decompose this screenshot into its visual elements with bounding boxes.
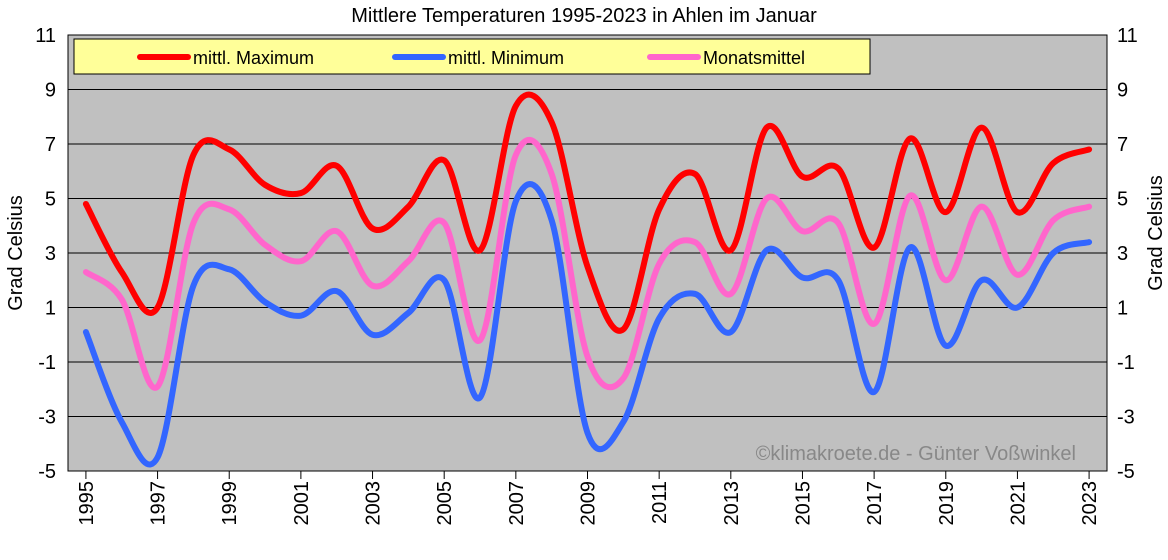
x-tick-label: 2021: [1007, 481, 1029, 526]
chart-title: Mittlere Temperaturen 1995-2023 in Ahlen…: [351, 5, 817, 27]
line: [82, 91, 1093, 334]
y-tick-label: 7: [45, 134, 56, 156]
x-tick-label: 2007: [506, 481, 528, 526]
legend-label: mittl. Maximum: [193, 48, 314, 68]
y-tick-label: 3: [45, 243, 56, 265]
x-tick-label: 2023: [1079, 481, 1101, 526]
x-tick-label: 2009: [578, 481, 600, 526]
x-tick-label: 2003: [363, 481, 385, 526]
y2-tick-label: 9: [1117, 80, 1128, 102]
legend-label: Monatsmittel: [703, 48, 805, 68]
y-tick-label: -1: [38, 352, 56, 374]
y2-tick-label: 5: [1117, 189, 1128, 211]
line: [82, 181, 1093, 468]
watermark: ©klimakroete.de - Günter Voßwinkel: [756, 443, 1076, 465]
y-tick-label: 9: [45, 80, 56, 102]
y-tick-label: 5: [45, 189, 56, 211]
x-tick-label: 2011: [649, 481, 671, 524]
line: [82, 136, 1093, 391]
y-tick-label: -5: [38, 461, 56, 483]
y2-tick-label: -5: [1117, 461, 1135, 483]
y-tick-label: 11: [35, 25, 56, 47]
x-tick-label: 2013: [721, 481, 743, 526]
y-tick-label: -3: [38, 407, 56, 429]
y-tick-label: 1: [45, 298, 56, 320]
x-tick-label: 2005: [434, 481, 456, 526]
y2-tick-label: 11: [1117, 25, 1138, 47]
x-tick-label: 2015: [792, 481, 814, 526]
y2-tick-label: -1: [1117, 352, 1135, 374]
x-tick-label: 2019: [936, 481, 958, 526]
x-tick-label: 1999: [219, 481, 241, 526]
x-tick-label: 2001: [291, 481, 313, 526]
y2-axis-label: Grad Celsius: [1145, 175, 1167, 291]
legend-label: mittl. Minimum: [448, 48, 564, 68]
x-tick-label: 1997: [148, 481, 170, 526]
y-axis-label: Grad Celsius: [5, 195, 27, 311]
x-tick-label: 1995: [76, 481, 98, 526]
y2-tick-label: 3: [1117, 243, 1128, 265]
y2-tick-label: -3: [1117, 407, 1135, 429]
x-tick-label: 2017: [864, 481, 886, 526]
y2-tick-label: 7: [1117, 134, 1128, 156]
legend: [73, 38, 871, 75]
y2-tick-label: 1: [1117, 298, 1128, 320]
